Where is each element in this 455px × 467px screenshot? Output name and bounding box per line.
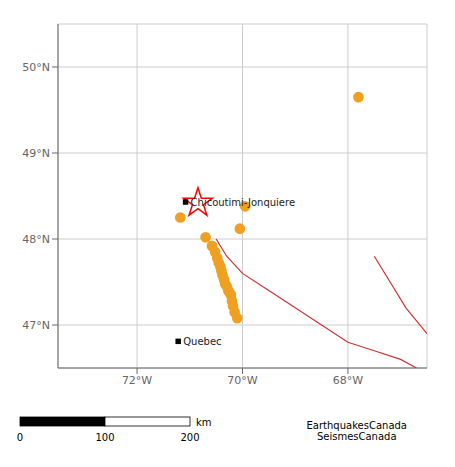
svg-text:48°N: 48°N xyxy=(22,233,50,246)
svg-text:Quebec: Quebec xyxy=(183,336,221,347)
svg-text:70°W: 70°W xyxy=(227,374,257,387)
svg-text:72°W: 72°W xyxy=(122,374,152,387)
svg-text:47°N: 47°N xyxy=(22,319,50,332)
svg-text:50°N: 50°N xyxy=(22,61,50,74)
svg-text:0: 0 xyxy=(17,432,23,443)
html-text:EarthquakesCanada SeismesCanad: EarthquakesCanada SeismesCanada xyxy=(306,419,407,442)
svg-text:68°W: 68°W xyxy=(333,374,363,387)
svg-text:km: km xyxy=(196,417,212,428)
svg-text:Chicoutimi-Jonquiere: Chicoutimi-Jonquiere xyxy=(191,197,296,208)
svg-text:100: 100 xyxy=(95,432,114,443)
svg-text:200: 200 xyxy=(180,432,199,443)
svg-text:49°N: 49°N xyxy=(22,147,50,160)
